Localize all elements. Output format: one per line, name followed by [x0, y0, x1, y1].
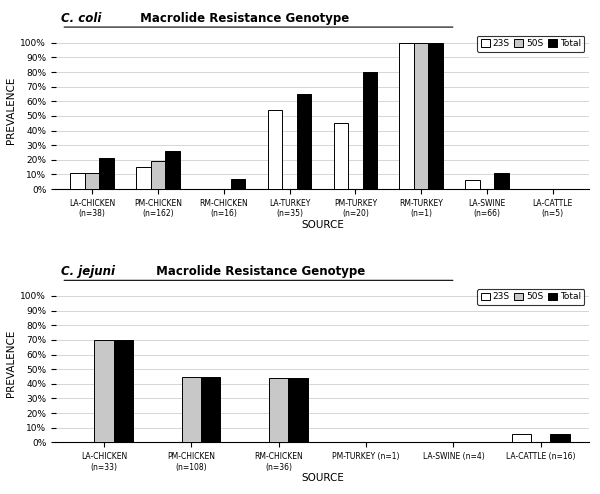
Bar — [268, 110, 283, 189]
Bar — [465, 180, 479, 189]
Bar — [269, 378, 289, 443]
Bar — [70, 173, 85, 189]
Text: Macrolide Resistance Genotype: Macrolide Resistance Genotype — [152, 265, 365, 278]
X-axis label: SOURCE: SOURCE — [301, 473, 344, 483]
Bar — [231, 179, 245, 189]
Bar — [151, 162, 165, 189]
Bar — [136, 167, 151, 189]
Bar — [113, 340, 133, 443]
Text: C. coli: C. coli — [61, 12, 101, 25]
Text: Macrolide Resistance Genotype: Macrolide Resistance Genotype — [136, 12, 349, 25]
Legend: 23S, 50S, Total: 23S, 50S, Total — [478, 289, 584, 305]
Bar — [94, 340, 113, 443]
Legend: 23S, 50S, Total: 23S, 50S, Total — [478, 36, 584, 52]
Bar — [289, 378, 308, 443]
Y-axis label: PREVALENCE: PREVALENCE — [6, 329, 16, 397]
Bar — [334, 123, 348, 189]
X-axis label: SOURCE: SOURCE — [301, 220, 344, 230]
Bar — [428, 43, 443, 189]
Bar — [400, 43, 414, 189]
Bar — [512, 434, 531, 443]
Bar — [414, 43, 428, 189]
Bar — [165, 151, 179, 189]
Y-axis label: PREVALENCE: PREVALENCE — [6, 77, 16, 144]
Text: C. jejuni: C. jejuni — [61, 265, 115, 278]
Bar — [201, 376, 220, 443]
Bar — [550, 434, 569, 443]
Bar — [297, 94, 311, 189]
Bar — [85, 173, 100, 189]
Bar — [494, 173, 509, 189]
Bar — [100, 159, 114, 189]
Bar — [182, 376, 201, 443]
Bar — [362, 72, 377, 189]
